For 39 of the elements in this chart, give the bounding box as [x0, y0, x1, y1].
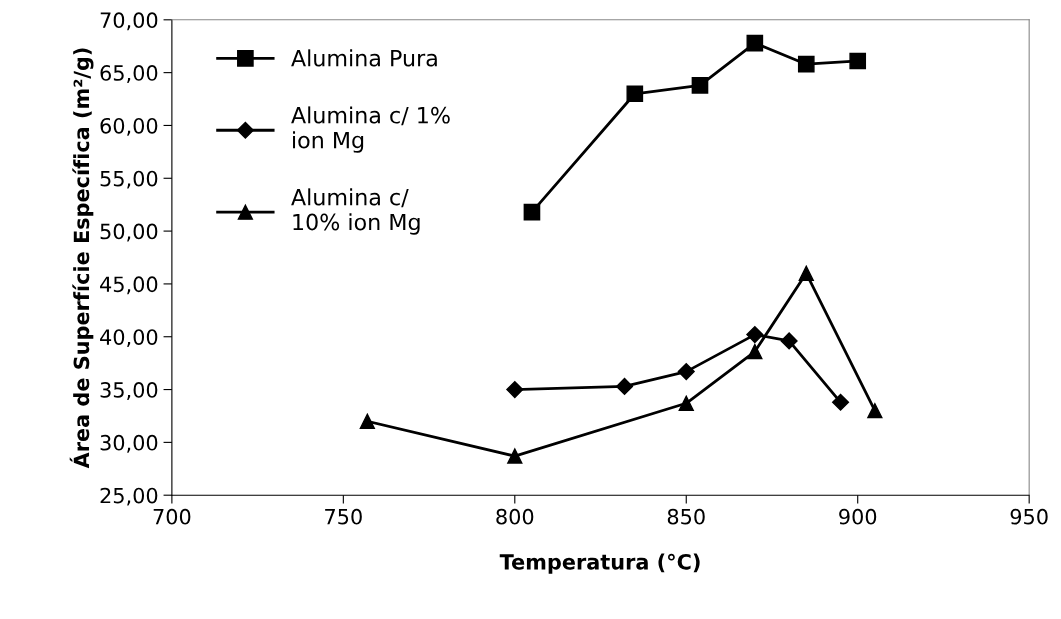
y-tick-label: 50,00	[100, 223, 158, 242]
y-axis-title: Área de Superfície Específica (m²/g)	[69, 48, 94, 469]
y-tick-label: 65,00	[100, 65, 158, 83]
point	[746, 326, 764, 344]
point	[832, 393, 850, 411]
point	[747, 343, 763, 360]
point	[506, 381, 524, 399]
y-tick-label: 30,00	[100, 434, 158, 453]
x-tick-label: 750	[325, 508, 362, 525]
y-tick-label: 60,00	[100, 117, 158, 136]
point	[780, 332, 798, 350]
legend-label: Alumina c/ 1% ion Mg	[291, 106, 450, 153]
x-tick-label: 850	[667, 508, 705, 525]
x-tick-label: 900	[839, 508, 877, 525]
point	[523, 203, 541, 221]
point	[867, 403, 883, 419]
y-tick-label: 25,00	[100, 487, 158, 506]
y-tick-label: 35,00	[100, 382, 158, 400]
point	[798, 265, 814, 281]
x-tick-label: 700	[153, 508, 191, 525]
y-tick-label: 40,00	[100, 329, 158, 348]
y-tick-label: 70,00	[100, 12, 158, 31]
x-tick-label: 950	[1010, 508, 1048, 525]
point	[746, 34, 764, 52]
point	[626, 85, 644, 103]
point	[797, 55, 815, 73]
legend-label: Alumina c/ 10% ion Mg	[291, 188, 420, 235]
y-tick-label: 45,00	[100, 276, 158, 295]
point	[507, 448, 523, 464]
point	[677, 363, 695, 381]
x-axis-title: Temperatura (°C)	[499, 553, 700, 574]
x-tick-label: 800	[496, 508, 534, 525]
point	[359, 413, 375, 429]
point	[849, 52, 867, 70]
legend-label: Alumina Pura	[291, 49, 437, 67]
point	[691, 76, 709, 94]
y-tick-label: 55,00	[100, 170, 158, 189]
point	[678, 395, 694, 411]
point	[615, 377, 634, 395]
